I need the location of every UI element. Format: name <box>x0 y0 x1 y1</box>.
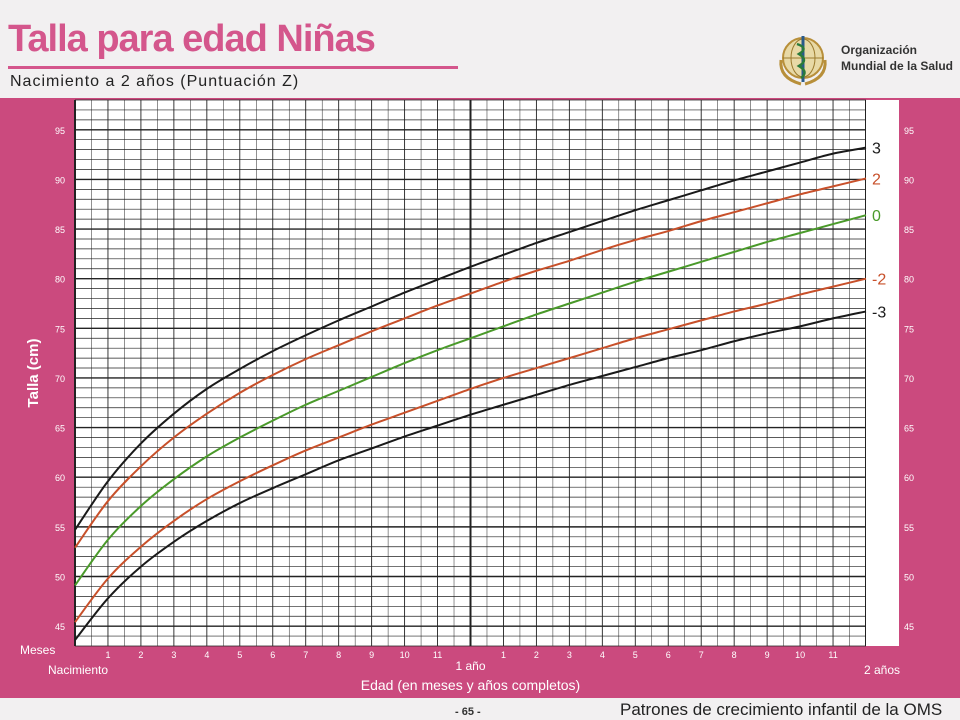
x-tick-label: 7 <box>303 650 308 660</box>
y-tick-label-left: 55 <box>55 523 65 533</box>
curve-label-z--2: -2 <box>872 272 886 289</box>
y-tick-label-left: 60 <box>55 473 65 483</box>
page-subtitle: Nacimiento a 2 años (Puntuación Z) <box>10 73 300 90</box>
org-name-line2: Mundial de la Salud <box>841 59 954 73</box>
y-tick-label-right: 85 <box>904 225 914 235</box>
who-branding: Organización Mundial de la Salud <box>775 30 955 90</box>
y-tick-label-right: 95 <box>904 126 914 136</box>
y-tick-label-right: 80 <box>904 275 914 285</box>
x-tick-label: 5 <box>633 650 638 660</box>
x-tick-label: 6 <box>270 650 275 660</box>
x-tick-label: 2 <box>534 650 539 660</box>
x-tick-label: 6 <box>666 650 671 660</box>
x-tick-label: 1 <box>105 650 110 660</box>
curve-z-0 <box>74 214 867 587</box>
y-tick-label-right: 55 <box>904 523 914 533</box>
x-axis-label: Edad (en meses y años completos) <box>361 677 580 693</box>
x-start-label: Nacimiento <box>48 663 108 677</box>
curve-z-2 <box>74 177 867 549</box>
x-tick-label: 3 <box>567 650 572 660</box>
y-tick-label-left: 75 <box>55 324 65 334</box>
y-tick-label-right: 45 <box>904 622 914 632</box>
x-tick-label: 5 <box>237 650 242 660</box>
x-tick-label: 9 <box>765 650 770 660</box>
x-tick-label: 3 <box>171 650 176 660</box>
curve-z-3 <box>74 146 867 531</box>
y-tick-label-left: 85 <box>55 225 65 235</box>
x-unit-label: Meses <box>20 643 55 657</box>
y-tick-label-right: 50 <box>904 573 914 583</box>
y-tick-label-left: 95 <box>55 126 65 136</box>
y-tick-label-left: 50 <box>55 573 65 583</box>
x-tick-label: 1 <box>501 650 506 660</box>
y-tick-label-right: 75 <box>904 324 914 334</box>
x-tick-label: 8 <box>732 650 737 660</box>
y-tick-label-left: 65 <box>55 424 65 434</box>
curve-z--2 <box>74 277 867 623</box>
x-tick-label: 10 <box>795 650 805 660</box>
x-tick-label: 9 <box>369 650 374 660</box>
y-tick-label-left: 90 <box>55 175 65 185</box>
x-year2-label: 2 años <box>864 663 900 677</box>
x-tick-label: 11 <box>828 650 837 660</box>
x-tick-label: 4 <box>600 650 605 660</box>
curve-label-z-3: 3 <box>872 141 881 158</box>
page-number: - 65 - <box>455 706 481 718</box>
curve-label-z-2: 2 <box>872 171 881 188</box>
curve-z--3 <box>74 310 867 641</box>
y-tick-label-left: 70 <box>55 374 65 384</box>
x-tick-label: 7 <box>699 650 704 660</box>
title-underline <box>8 66 458 69</box>
x-tick-label: 10 <box>400 650 410 660</box>
x-tick-label: 11 <box>433 650 442 660</box>
y-tick-label-left: 45 <box>55 622 65 632</box>
y-tick-label-left: 80 <box>55 275 65 285</box>
x-year1-label: 1 año <box>455 659 485 673</box>
page-title: Talla para edad Niñas <box>8 18 376 60</box>
y-tick-label-right: 90 <box>904 175 914 185</box>
curve-label-z-0: 0 <box>872 208 881 225</box>
x-tick-label: 8 <box>336 650 341 660</box>
curve-label-strip <box>866 100 899 646</box>
footer-source: Patrones de crecimiento infantil de la O… <box>620 700 943 719</box>
who-emblem-icon <box>779 36 827 86</box>
y-tick-label-right: 65 <box>904 424 914 434</box>
y-tick-label-right: 70 <box>904 374 914 384</box>
curve-label-z--3: -3 <box>872 304 886 321</box>
y-tick-label-right: 60 <box>904 473 914 483</box>
x-tick-label: 4 <box>204 650 209 660</box>
org-name: Organización Mundial de la Salud <box>841 42 953 74</box>
y-axis-label: Talla (cm) <box>25 339 42 408</box>
x-tick-label: 2 <box>138 650 143 660</box>
org-name-line1: Organización <box>841 43 918 57</box>
chart-panel: 45 45 50 50 55 55 60 60 65 65 70 70 75 75 80 80 85 85 90 90… <box>0 98 960 698</box>
